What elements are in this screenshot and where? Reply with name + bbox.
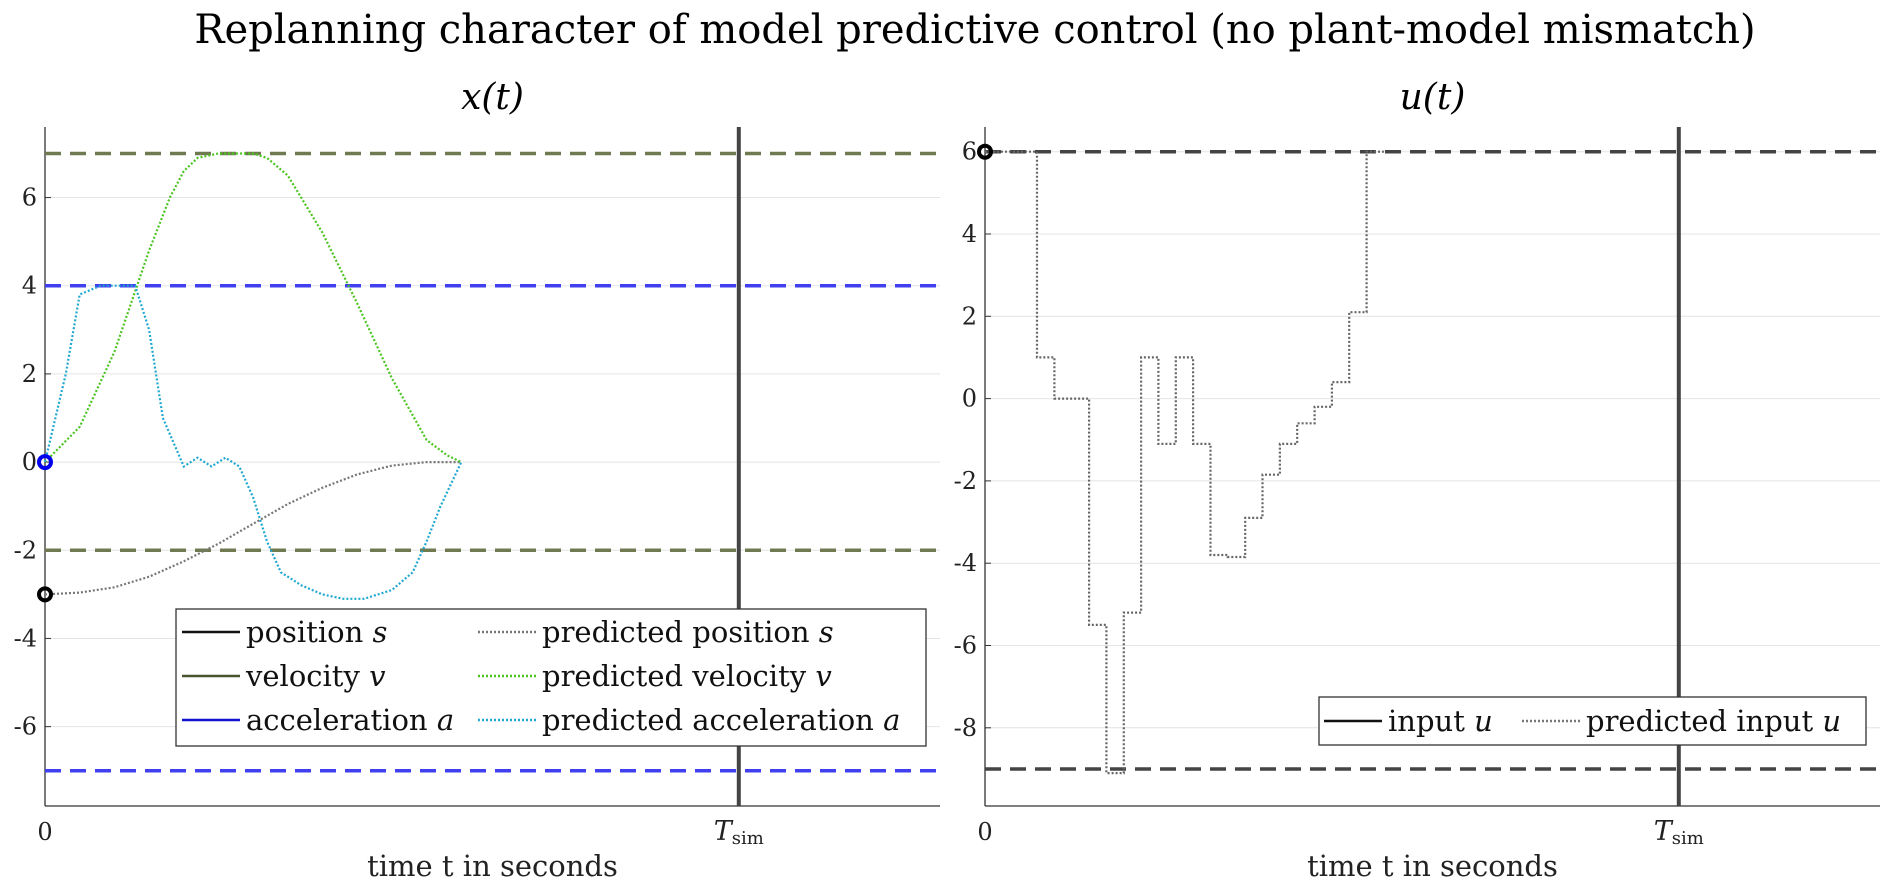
legend-box (1318, 696, 1867, 746)
legend-label-4: acceleration a (246, 703, 454, 737)
legend-label-2: velocity v (245, 659, 386, 693)
figure-title: Replanning character of model predictive… (194, 7, 1755, 53)
y-tick-label-5: -4 (14, 624, 37, 652)
panel-input-trajectory: u(t) 6 4 2 0 -2 -4 -6 -8 0 Tsim time t in seconds in… (954, 77, 1880, 883)
series-line-1 (44, 152, 462, 464)
legend-box (175, 608, 927, 747)
initial-marker-1 (37, 586, 53, 603)
y-tick-label-0: 6 (22, 184, 37, 212)
y-tick-label-4: -2 (14, 536, 37, 564)
y-tick-label-6: -6 (954, 632, 977, 660)
legend-label-1: predicted input u (1586, 704, 1841, 738)
y-tick-label-3: 0 (22, 448, 37, 476)
legend: position s predicted position s velocity v… (175, 608, 927, 747)
initial-marker-0 (977, 143, 993, 160)
y-tick-label-1: 4 (962, 220, 977, 248)
y-tick-label-3: 0 (962, 385, 977, 413)
y-tick-label-7: -8 (954, 714, 977, 742)
legend-label-3: predicted velocity v (542, 659, 832, 693)
x-tick-label-1: Tsim (1654, 816, 1704, 849)
x-axis-label: time t in seconds (367, 849, 618, 883)
y-tick-label-4: -2 (954, 467, 977, 495)
series-line-0 (44, 461, 462, 596)
x-tick-label-1: Tsim (714, 816, 764, 849)
y-tick-label-2: 2 (22, 360, 37, 388)
x-tick-label-0: 0 (37, 818, 52, 846)
panel-state-trajectories: x(t) 6 4 2 0 -2 -4 -6 0 Tsim time t in seconds posi… (14, 77, 940, 883)
initial-marker-0 (37, 454, 53, 471)
subplot-title: u(t) (1400, 77, 1466, 118)
legend-label-5: predicted acceleration a (542, 703, 900, 737)
x-axis-label: time t in seconds (1307, 849, 1558, 883)
legend-label-1: predicted position s (542, 615, 834, 649)
y-tick-label-5: -4 (954, 549, 977, 577)
subplot-title: x(t) (461, 77, 524, 118)
x-tick-label-0: 0 (977, 818, 992, 846)
y-tick-label-1: 4 (22, 272, 37, 300)
legend-label-0: input u (1388, 704, 1493, 738)
y-tick-label-6: -6 (14, 713, 37, 741)
legend: input u predicted input u (1318, 696, 1867, 746)
series-line-0 (985, 150, 1384, 775)
y-tick-label-0: 6 (962, 138, 977, 166)
legend-label-0: position s (246, 615, 387, 649)
y-tick-label-2: 2 (962, 302, 977, 330)
